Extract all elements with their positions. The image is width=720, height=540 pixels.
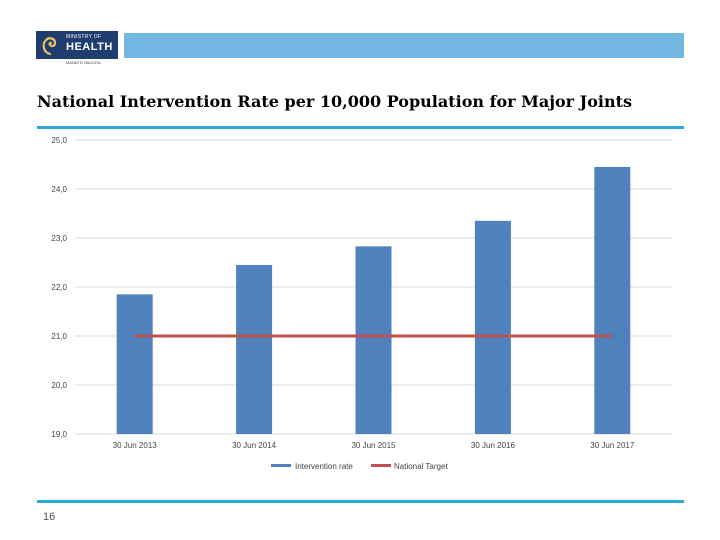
header-bar (124, 33, 684, 58)
chart-title: National Intervention Rate per 10,000 Po… (37, 92, 633, 111)
logo-text-ministry: MINISTRY OF (66, 34, 102, 40)
bar (355, 246, 392, 434)
legend-swatch-national-target (371, 464, 391, 467)
ministry-of-health-logo: MINISTRY OF HEALTH MANATŪ HAUORA (36, 31, 118, 67)
y-tick-label: 21,0 (51, 332, 67, 341)
title-rule (37, 126, 684, 129)
legend-label-intervention-rate: Intervention rate (295, 462, 353, 471)
x-tick-label: 30 Jun 2014 (232, 441, 277, 450)
footer-rule (37, 500, 684, 503)
x-tick-label: 30 Jun 2017 (590, 441, 635, 450)
y-tick-label: 19,0 (51, 430, 67, 439)
koru-icon (42, 37, 57, 56)
page-number: 16 (43, 511, 56, 523)
legend-swatch-intervention-rate (271, 464, 291, 467)
x-tick-label: 30 Jun 2016 (471, 441, 516, 450)
bar (594, 166, 631, 434)
legend-label-national-target: National Target (394, 462, 448, 471)
logo-box: MINISTRY OF HEALTH (36, 31, 118, 59)
y-tick-label: 20,0 (51, 381, 67, 390)
x-tick-label: 30 Jun 2013 (113, 441, 158, 450)
y-tick-label: 23,0 (51, 234, 67, 243)
x-tick-label: 30 Jun 2015 (351, 441, 396, 450)
bar (116, 294, 153, 434)
logo-text-manatu: MANATŪ HAUORA (66, 60, 101, 65)
logo-text-health: HEALTH (66, 41, 113, 53)
y-tick-label: 25,0 (51, 136, 67, 145)
bar (474, 220, 511, 434)
y-tick-label: 24,0 (51, 185, 67, 194)
bar (236, 264, 273, 434)
y-tick-label: 22,0 (51, 283, 67, 292)
